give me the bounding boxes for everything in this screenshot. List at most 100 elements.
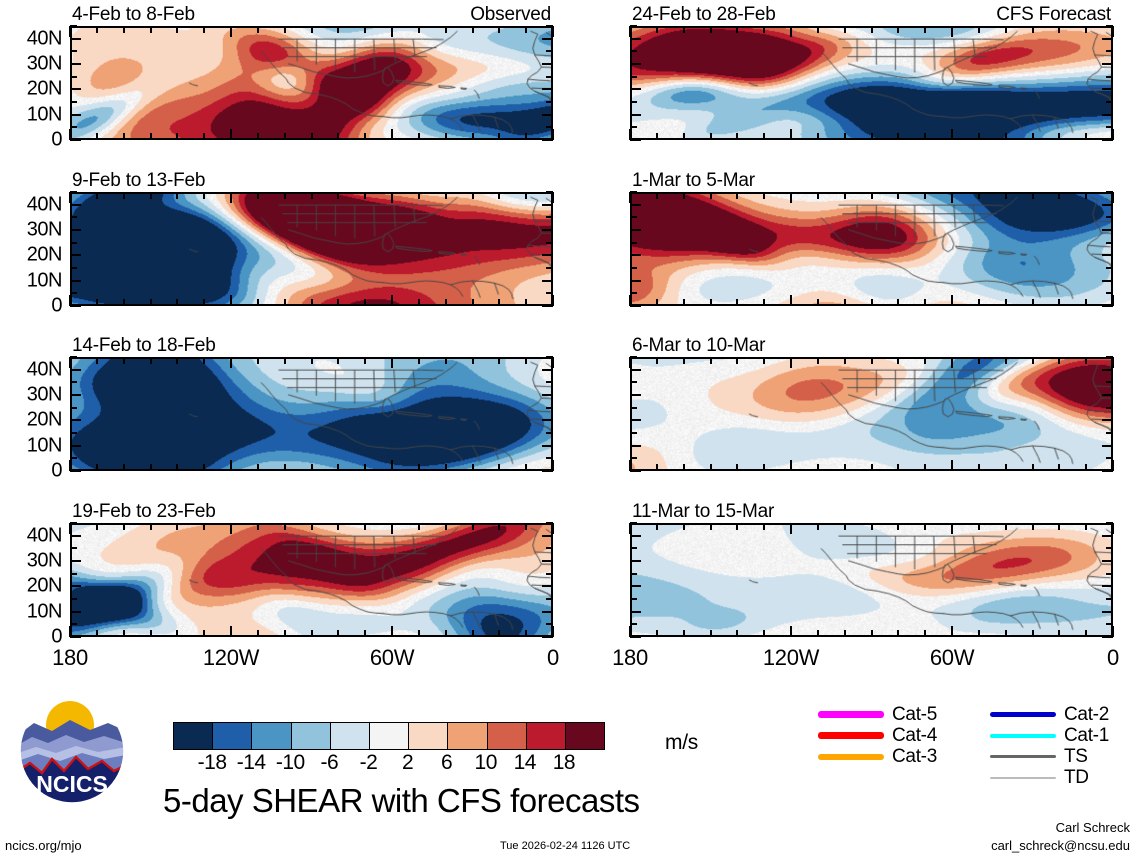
tick xyxy=(630,636,641,638)
panel-title: 6-Mar to 10-Mar xyxy=(632,335,766,356)
legend-line-swatch xyxy=(818,753,884,760)
tick xyxy=(630,305,641,307)
tick xyxy=(546,623,553,626)
tick xyxy=(630,381,637,384)
map-frame xyxy=(630,192,1113,306)
tick xyxy=(630,25,637,27)
tick xyxy=(1102,419,1113,422)
colorbar-tick-label: -10 xyxy=(275,751,305,774)
tick xyxy=(630,572,637,575)
tick xyxy=(542,279,553,282)
tick xyxy=(70,623,77,626)
tick xyxy=(1106,432,1113,434)
tick xyxy=(630,75,637,78)
colorbar-group: -18 -14 -10 -6 -2 2 6 10 14 18 xyxy=(173,722,605,777)
legend-item-cat-5: Cat-5 xyxy=(818,704,937,725)
tick xyxy=(70,50,77,53)
tick xyxy=(630,292,637,295)
tick xyxy=(1102,113,1113,116)
tick xyxy=(546,50,553,53)
tick xyxy=(70,305,81,307)
tick xyxy=(70,470,81,472)
logo-text: NCICS xyxy=(36,771,108,797)
tick xyxy=(1106,191,1113,193)
tick xyxy=(70,598,77,600)
tick xyxy=(1102,203,1113,206)
tick xyxy=(546,457,553,460)
y-tick-label: 30N xyxy=(26,52,63,75)
y-tick-label: 30N xyxy=(26,218,63,241)
shear-anomaly-map xyxy=(632,359,1111,469)
tick xyxy=(630,585,641,588)
tick xyxy=(1106,457,1113,460)
tick xyxy=(70,585,81,588)
tick xyxy=(542,229,553,231)
tick xyxy=(630,432,637,434)
tick xyxy=(1106,381,1113,384)
tick xyxy=(70,191,77,193)
tick xyxy=(630,560,641,562)
y-tick-label: 10N xyxy=(26,103,63,126)
y-tick-label: 10N xyxy=(26,269,63,292)
legend-item-cat-1: Cat-1 xyxy=(990,725,1109,746)
tick xyxy=(630,229,641,231)
tick xyxy=(70,63,81,65)
y-tick-label: 0 xyxy=(51,459,62,482)
map-panel-8: 11-Mar to 15-Mar xyxy=(629,501,1114,638)
y-tick-label: 0 xyxy=(51,128,62,151)
tick xyxy=(70,203,81,206)
colorbar-units-label: m/s xyxy=(665,731,698,754)
x-axis-labels-right: 180 120W 60W 0 xyxy=(612,645,1119,675)
tick xyxy=(542,305,553,307)
legend-label: Cat-5 xyxy=(892,704,937,725)
tick xyxy=(630,88,641,91)
tick xyxy=(1106,292,1113,295)
y-tick-label: 20N xyxy=(26,77,63,100)
legend-line-swatch xyxy=(990,776,1056,779)
tick xyxy=(1106,522,1113,524)
legend-column-2: Cat-2 Cat-1 TS TD xyxy=(990,704,1109,788)
tick xyxy=(70,419,81,422)
tick xyxy=(70,139,81,141)
colorbar-ticklabels: -18 -14 -10 -6 -2 2 6 10 14 18 xyxy=(173,751,603,777)
tick xyxy=(70,25,77,27)
tick xyxy=(546,101,553,103)
panel-title: 24-Feb to 28-Feb xyxy=(632,4,776,25)
y-tick-label: 0 xyxy=(51,294,62,317)
tick xyxy=(546,598,553,600)
tick xyxy=(546,267,553,269)
site-url[interactable]: ncics.org/mjo xyxy=(5,838,82,853)
author-email[interactable]: carl_schreck@ncsu.edu xyxy=(991,838,1130,853)
tick xyxy=(1106,598,1113,600)
legend-line-swatch xyxy=(990,712,1056,717)
tick xyxy=(542,254,553,257)
tick xyxy=(70,381,77,384)
x-tick-label: 60W xyxy=(929,645,975,670)
tick xyxy=(70,229,81,231)
tick xyxy=(70,547,77,550)
tick xyxy=(1106,101,1113,103)
tick xyxy=(1102,63,1113,65)
tick xyxy=(70,444,81,447)
tick xyxy=(70,241,77,244)
legend-item-ts: TS xyxy=(990,746,1109,767)
tick xyxy=(630,254,641,257)
map-panel-3: 14-Feb to 18-Feb xyxy=(69,335,554,472)
tick xyxy=(630,368,641,371)
x-axis-labels-left: 180 120W 60W 0 xyxy=(52,645,559,675)
tick xyxy=(70,279,81,282)
panel-corner-label: Observed xyxy=(470,4,551,25)
y-tick-label: 40N xyxy=(26,193,63,216)
tick xyxy=(70,75,77,78)
tick xyxy=(630,470,641,472)
y-tick-label: 30N xyxy=(26,549,63,572)
tick xyxy=(546,25,553,27)
tick xyxy=(630,267,637,269)
map-panel-7: 6-Mar to 10-Mar xyxy=(629,335,1114,472)
tick xyxy=(546,191,553,193)
x-tick-label: 120W xyxy=(202,645,260,670)
tick xyxy=(630,547,637,550)
colorbar-swatch xyxy=(330,723,370,749)
tick xyxy=(630,241,637,244)
colorbar-swatch xyxy=(174,723,214,749)
